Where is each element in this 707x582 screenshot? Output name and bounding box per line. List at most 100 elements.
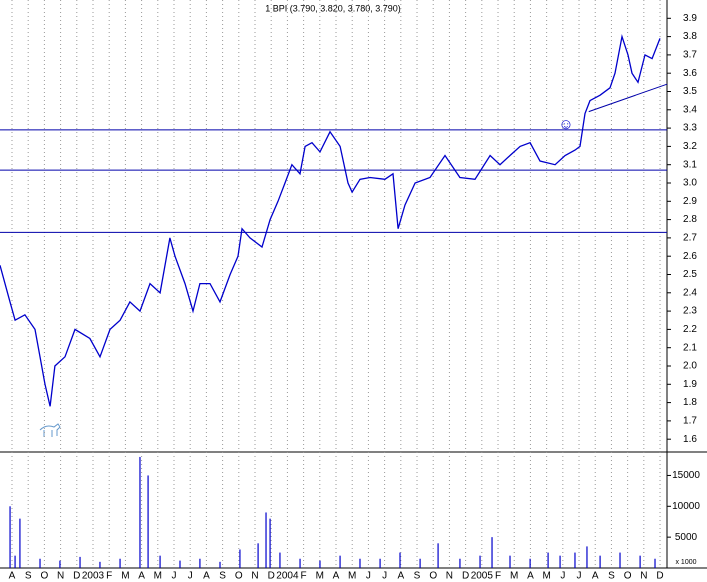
- x-tick-label: N: [57, 571, 64, 582]
- volume-bar: [39, 558, 41, 568]
- y-tick-label: 2.9: [683, 196, 697, 207]
- y-tick-label: 2.1: [683, 342, 697, 353]
- y-tick-label: 3.8: [683, 31, 697, 42]
- volume-bar: [199, 558, 201, 568]
- volume-bar: [574, 552, 576, 568]
- x-tick-label: F: [495, 571, 501, 582]
- x-tick-label: J: [560, 571, 565, 582]
- volume-bar: [119, 558, 121, 568]
- y-tick-label: 2.2: [683, 324, 697, 335]
- volume-bar: [491, 537, 493, 568]
- x-tick-label: J: [188, 571, 193, 582]
- x-tick-label: A: [397, 571, 404, 582]
- x-tick-label: D: [656, 571, 663, 582]
- x-tick-label: A: [527, 571, 534, 582]
- y-tick-label: 3.4: [683, 104, 697, 115]
- volume-bar: [339, 555, 341, 568]
- y-tick-label: 2.8: [683, 214, 697, 225]
- volume-bar: [529, 558, 531, 568]
- y-tick-label: 2.4: [683, 287, 697, 298]
- x-tick-label: A: [592, 571, 599, 582]
- y-tick-label: 15000: [672, 470, 700, 481]
- volume-bar: [459, 558, 461, 568]
- x-tick-label: 2003: [82, 571, 105, 582]
- volume-bar: [654, 558, 656, 568]
- x-tick-label: O: [624, 571, 632, 582]
- volume-bar: [319, 560, 321, 568]
- x-tick-label: A: [333, 571, 340, 582]
- volume-bar: [379, 558, 381, 568]
- volume-bar: [139, 456, 141, 568]
- volume-bar: [509, 555, 511, 568]
- y-tick-label: 2.0: [683, 361, 697, 372]
- volume-bar: [179, 560, 181, 568]
- x-tick-label: D: [268, 571, 275, 582]
- smiley-icon: ☺: [558, 116, 573, 133]
- y-tick-label: 3.5: [683, 86, 697, 97]
- x-tick-label: D: [462, 571, 469, 582]
- y-axis-label: x 1000: [675, 559, 696, 566]
- volume-bar: [14, 555, 16, 568]
- volume-bar: [159, 555, 161, 568]
- volume-bar: [9, 506, 11, 568]
- y-tick-label: 3.0: [683, 178, 697, 189]
- x-tick-label: S: [608, 571, 615, 582]
- volume-bar: [419, 558, 421, 568]
- x-tick-label: N: [640, 571, 647, 582]
- volume-bar: [19, 518, 21, 568]
- price-line: [0, 34, 661, 407]
- y-tick-label: 3.2: [683, 141, 697, 152]
- y-tick-label: 1.7: [683, 416, 697, 427]
- volume-bar: [239, 549, 241, 568]
- x-tick-label: M: [121, 571, 129, 582]
- x-tick-label: A: [9, 571, 16, 582]
- y-tick-label: 10000: [672, 501, 700, 512]
- x-tick-label: M: [510, 571, 518, 582]
- volume-bar: [359, 558, 361, 568]
- y-tick-label: 3.7: [683, 50, 697, 61]
- volume-bar: [619, 552, 621, 568]
- x-tick-label: J: [366, 571, 371, 582]
- x-tick-label: F: [301, 571, 307, 582]
- y-tick-label: 1.8: [683, 397, 697, 408]
- volume-bar: [79, 556, 81, 568]
- volume-bar: [99, 561, 101, 568]
- volume-bar: [547, 552, 549, 568]
- x-tick-label: S: [414, 571, 421, 582]
- volume-bar: [559, 555, 561, 568]
- volume-bar: [147, 475, 149, 568]
- x-tick-label: J: [382, 571, 387, 582]
- x-tick-label: O: [235, 571, 243, 582]
- y-tick-label: 2.7: [683, 233, 697, 244]
- trend-line: [588, 83, 668, 113]
- x-tick-label: J: [172, 571, 177, 582]
- x-tick-label: M: [348, 571, 356, 582]
- x-tick-label: A: [203, 571, 210, 582]
- x-tick-label: S: [25, 571, 32, 582]
- y-tick-label: 1.9: [683, 379, 697, 390]
- chart-title: 1 BPI (3.790, 3.820, 3.780, 3.790): [265, 3, 401, 13]
- bull-icon: [39, 423, 61, 437]
- y-tick-label: 2.5: [683, 269, 697, 280]
- x-tick-label: N: [251, 571, 258, 582]
- y-tick-label: 3.3: [683, 123, 697, 134]
- volume-bar: [257, 543, 259, 568]
- y-tick-label: 3.6: [683, 68, 697, 79]
- x-tick-label: 2004: [276, 571, 299, 582]
- x-tick-label: D: [73, 571, 80, 582]
- x-tick-label: M: [542, 571, 550, 582]
- x-tick-label: S: [219, 571, 226, 582]
- x-tick-label: O: [429, 571, 437, 582]
- x-tick-label: A: [138, 571, 145, 582]
- x-tick-label: F: [106, 571, 112, 582]
- volume-bar: [437, 543, 439, 568]
- y-tick-label: 5000: [675, 532, 698, 543]
- volume-bar: [219, 561, 221, 568]
- volume-bar: [279, 552, 281, 568]
- x-tick-label: N: [446, 571, 453, 582]
- volume-bar: [59, 560, 61, 568]
- x-tick-label: M: [154, 571, 162, 582]
- y-tick-label: 2.3: [683, 306, 697, 317]
